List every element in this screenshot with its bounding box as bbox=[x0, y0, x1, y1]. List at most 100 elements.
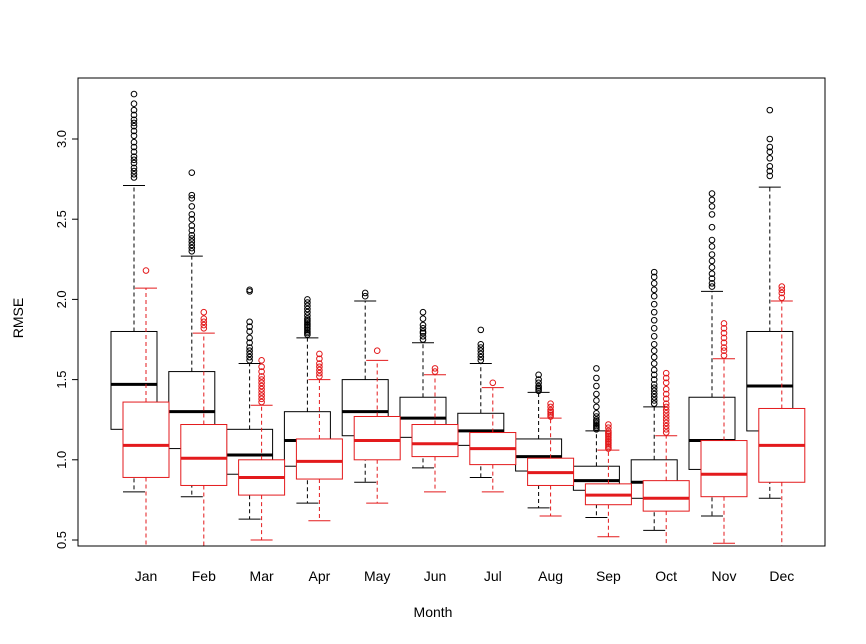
outlier-point bbox=[650, 390, 658, 398]
outlier-point bbox=[258, 385, 265, 393]
outlier-point bbox=[650, 347, 658, 355]
outlier-point bbox=[373, 347, 381, 355]
outlier-point bbox=[246, 357, 253, 364]
outlier-point bbox=[419, 324, 427, 332]
outlier-point bbox=[477, 357, 485, 364]
iqr-box bbox=[353, 415, 401, 461]
outlier-point bbox=[708, 211, 716, 218]
x-tick-label: Oct bbox=[655, 568, 677, 584]
outlier-point bbox=[708, 264, 716, 271]
outlier-point bbox=[650, 400, 658, 407]
outlier-point bbox=[662, 385, 670, 393]
outlier-point bbox=[316, 369, 323, 377]
box-feb-series-2 bbox=[180, 308, 228, 546]
outlier-point bbox=[662, 422, 670, 430]
outlier-point bbox=[188, 169, 196, 176]
outlier-point bbox=[662, 416, 670, 424]
outlier-point bbox=[708, 196, 716, 204]
outlier-point bbox=[130, 138, 138, 146]
outlier-point bbox=[258, 382, 265, 390]
outlier-point bbox=[593, 416, 600, 424]
outlier-point bbox=[431, 368, 439, 375]
outlier-point bbox=[535, 371, 542, 379]
outlier-point bbox=[650, 308, 658, 316]
outlier-point bbox=[489, 379, 497, 387]
x-tick-label: Sep bbox=[596, 568, 621, 584]
outlier-point bbox=[304, 308, 311, 316]
outlier-point bbox=[766, 167, 774, 175]
outlier-point bbox=[130, 143, 138, 151]
y-tick-label: 3.0 bbox=[54, 130, 69, 148]
outlier-point bbox=[720, 347, 728, 355]
outlier-point bbox=[130, 90, 138, 98]
y-axis-title: RMSE bbox=[10, 297, 26, 339]
outlier-point bbox=[431, 365, 439, 372]
outlier-point bbox=[650, 371, 658, 379]
outlier-point bbox=[593, 365, 600, 372]
outlier-point bbox=[304, 312, 311, 319]
outlier-point bbox=[130, 119, 138, 127]
outlier-point bbox=[593, 382, 600, 390]
outlier-point bbox=[361, 292, 369, 300]
outlier-point bbox=[200, 324, 208, 332]
outlier-point bbox=[188, 247, 196, 255]
outlier-point bbox=[477, 353, 485, 361]
outlier-point bbox=[605, 427, 612, 435]
outlier-point bbox=[720, 334, 728, 342]
outlier-point bbox=[708, 243, 716, 250]
x-tick-label: Aug bbox=[538, 568, 563, 584]
box-dec-series-2 bbox=[758, 283, 806, 546]
box-apr-series-2 bbox=[295, 350, 343, 522]
outlier-point bbox=[708, 275, 716, 282]
y-tick-label: 0.5 bbox=[54, 531, 69, 549]
outlier-point bbox=[720, 352, 728, 359]
outlier-point bbox=[778, 286, 786, 294]
outlier-point bbox=[650, 292, 658, 300]
outlier-point bbox=[662, 409, 670, 417]
outlier-point bbox=[650, 387, 658, 395]
outlier-point bbox=[304, 296, 311, 303]
outlier-point bbox=[662, 395, 670, 403]
x-tick-label: May bbox=[364, 568, 390, 584]
plot-frame bbox=[77, 77, 826, 547]
iqr-box bbox=[642, 480, 690, 512]
x-tick-label: Nov bbox=[712, 568, 737, 584]
outlier-point bbox=[246, 350, 253, 358]
outlier-point bbox=[188, 222, 196, 229]
outlier-point bbox=[130, 164, 138, 172]
outlier-point bbox=[130, 159, 138, 167]
outlier-point bbox=[766, 135, 774, 143]
outlier-point bbox=[130, 148, 138, 156]
outlier-point bbox=[130, 122, 138, 130]
outlier-point bbox=[708, 251, 716, 258]
box-jan-series-2 bbox=[122, 267, 170, 546]
box-jun-series-2 bbox=[411, 365, 459, 493]
outlier-point bbox=[708, 190, 716, 197]
outlier-point bbox=[316, 350, 323, 358]
outlier-point bbox=[708, 283, 716, 290]
outlier-point bbox=[766, 162, 774, 170]
outlier-point bbox=[662, 369, 670, 377]
outlier-point bbox=[650, 280, 658, 287]
outlier-point bbox=[419, 315, 427, 322]
outlier-point bbox=[547, 403, 554, 411]
outlier-point bbox=[778, 283, 786, 290]
outlier-point bbox=[130, 127, 138, 135]
outlier-point bbox=[419, 336, 427, 343]
outlier-point bbox=[304, 299, 311, 306]
outlier-point bbox=[593, 413, 600, 420]
outlier-point bbox=[650, 360, 658, 367]
outlier-point bbox=[477, 350, 485, 358]
outlier-point bbox=[593, 403, 600, 411]
outlier-point bbox=[188, 244, 196, 252]
outlier-point bbox=[130, 132, 138, 140]
x-axis-title: Month bbox=[413, 604, 453, 620]
y-tick-label: 2.5 bbox=[54, 210, 69, 228]
outlier-point bbox=[130, 111, 138, 119]
outlier-point bbox=[188, 241, 196, 249]
outlier-point bbox=[200, 315, 208, 322]
outlier-point bbox=[650, 268, 658, 276]
outlier-point bbox=[650, 393, 658, 401]
outlier-point bbox=[766, 172, 774, 180]
box-nov-series-2 bbox=[700, 320, 748, 544]
